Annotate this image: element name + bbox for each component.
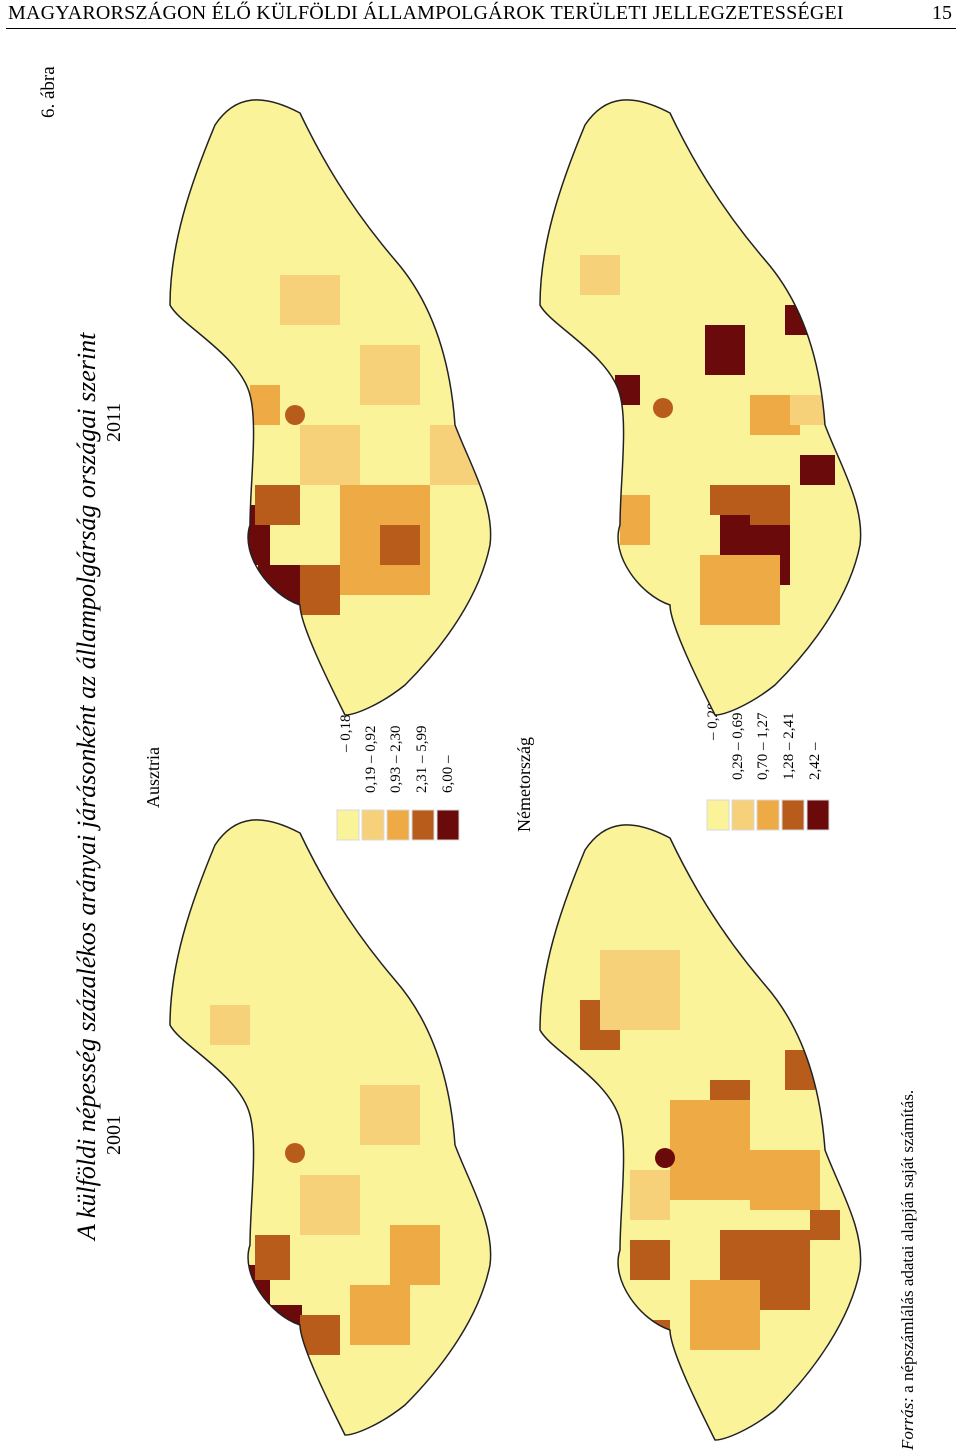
legend-swatch-austria-3 [386, 809, 410, 841]
legend-swatch-germany-4 [781, 799, 805, 831]
running-head: MAGYARORSZÁGON ÉLŐ KÜLFÖLDI ÁLLAMPOLGÁRO… [6, 0, 956, 29]
legend-swatch-germany-5 [806, 799, 830, 831]
legend-swatch-austria-5 [436, 809, 460, 841]
running-title: MAGYARORSZÁGON ÉLŐ KÜLFÖLDI ÁLLAMPOLGÁRO… [8, 2, 844, 24]
legend-austria [336, 809, 460, 841]
legend-swatch-austria-1 [336, 809, 360, 841]
page-number: 15 [932, 2, 952, 24]
legend-swatch-germany-2 [731, 799, 755, 831]
legend-germany [706, 799, 830, 831]
map-austria-2001 [169, 819, 492, 1436]
legend-swatch-austria-2 [361, 809, 385, 841]
legend-swatch-austria-4 [411, 809, 435, 841]
map-germany-2001 [539, 824, 862, 1441]
map-austria-2011 [169, 99, 492, 716]
map-germany-2011 [539, 99, 862, 716]
legend-swatch-germany-1 [706, 799, 730, 831]
legend-swatch-germany-3 [756, 799, 780, 831]
